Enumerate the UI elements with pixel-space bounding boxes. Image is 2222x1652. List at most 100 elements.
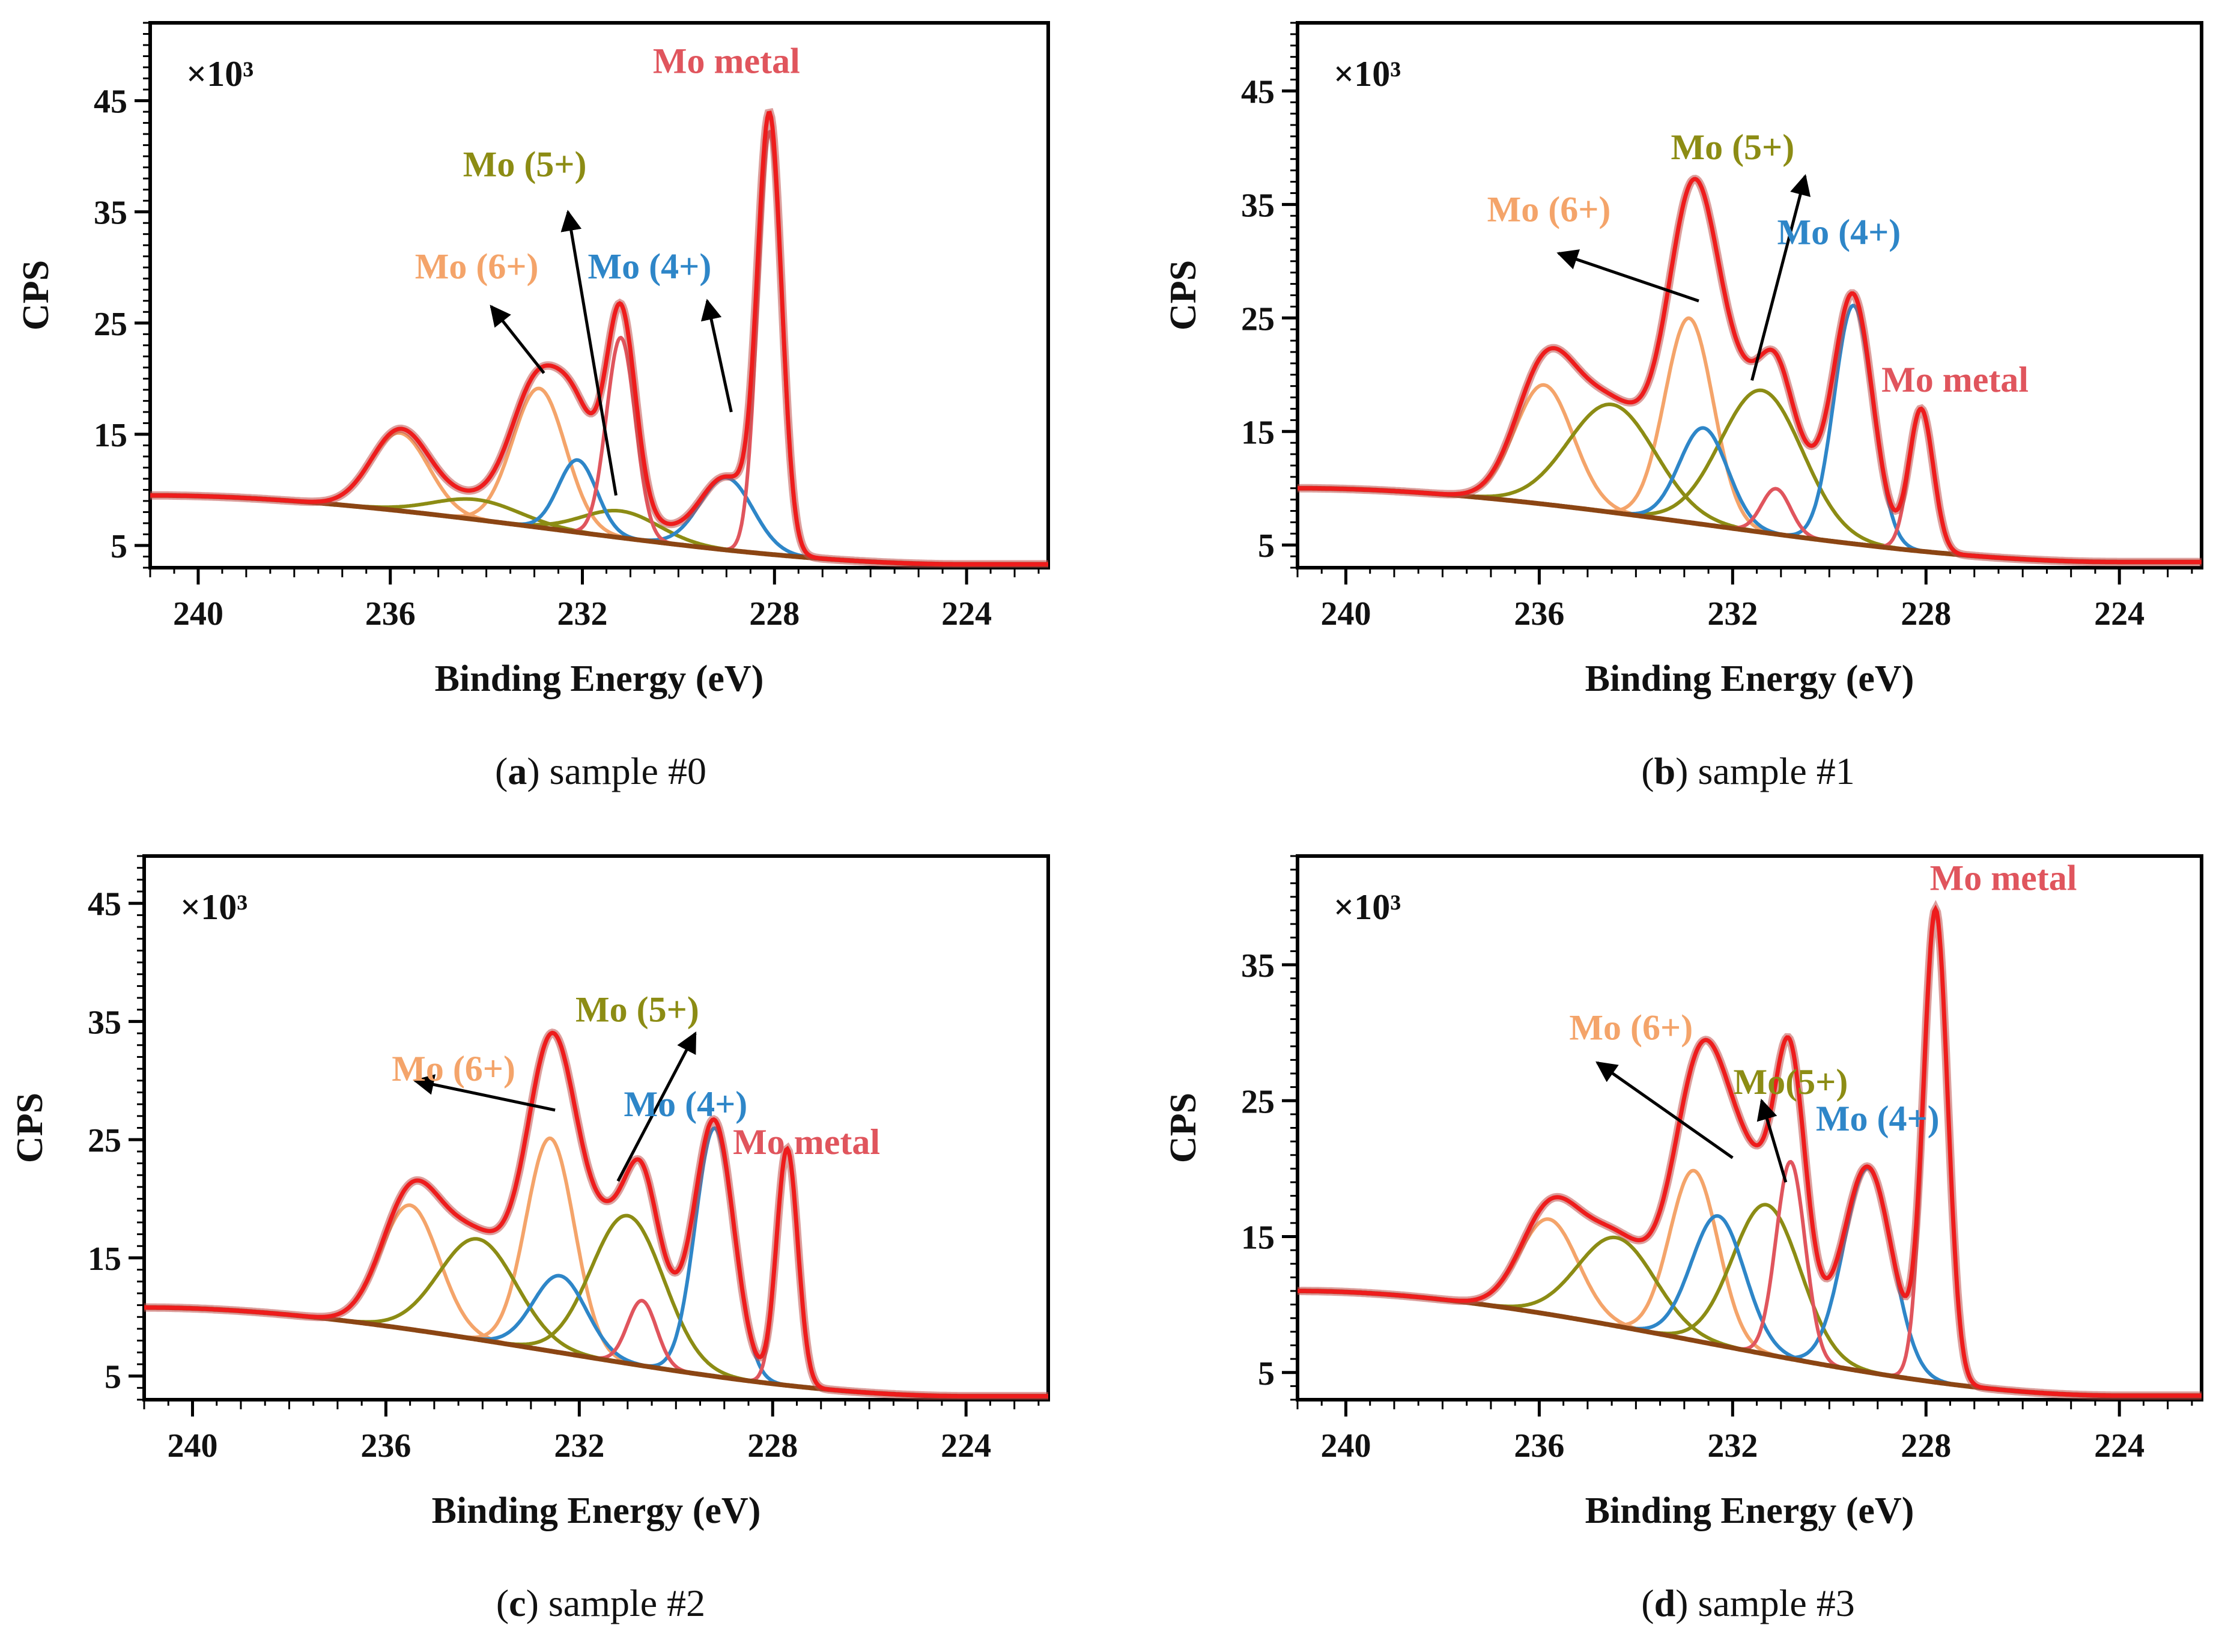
- peak-label-mo5: Mo (5+): [463, 144, 587, 184]
- peak-label-metal: Mo metal: [733, 1122, 880, 1162]
- background-curve: [1298, 485, 2202, 565]
- peak-label-mo4: Mo (4+): [1816, 1099, 1940, 1138]
- annotation-arrow: [1595, 1061, 1734, 1159]
- annotation-arrow: [1750, 174, 1811, 381]
- y-tick-label: 35: [1241, 187, 1275, 224]
- x-tick-label: 224: [941, 595, 992, 633]
- x-tick-label: 224: [2094, 1427, 2145, 1465]
- annotation-arrow: [560, 210, 618, 496]
- peak-label-mo4: Mo (4+): [624, 1084, 747, 1124]
- y-tick-label: 5: [1258, 1355, 1275, 1392]
- curves: [150, 108, 1048, 568]
- x-axis-title: Binding Energy (eV): [435, 658, 764, 699]
- component-metal-curve: [1298, 486, 2202, 564]
- x-tick-label: 240: [173, 595, 223, 633]
- x-tick-label: 232: [1707, 1427, 1758, 1465]
- panel-caption: (d) sample #3: [1641, 1582, 1855, 1624]
- x-tick-label: 236: [1514, 1427, 1564, 1465]
- raw-data-curve: [1298, 174, 2202, 566]
- x-tick-label: 232: [1707, 595, 1758, 633]
- y-tick-label: 15: [1241, 1219, 1275, 1257]
- peak-label-metal: Mo metal: [1881, 360, 2029, 399]
- y-multiplier: ×10³: [186, 54, 253, 94]
- component-mo5-curve: [144, 1213, 1048, 1398]
- x-axis-title: Binding Energy (eV): [432, 1490, 761, 1531]
- x-tick-label: 228: [1901, 595, 1951, 633]
- curves: [1298, 900, 2202, 1400]
- y-multiplier: ×10³: [1334, 887, 1401, 927]
- peak-label-metal: Mo metal: [1930, 858, 2077, 898]
- envelope-fit-curve: [144, 1030, 1048, 1398]
- plot-frame: [148, 21, 1050, 569]
- y-tick-label: 15: [1241, 414, 1275, 451]
- x-tick-label: 240: [1320, 1427, 1371, 1465]
- annotation-arrow: [1556, 249, 1699, 303]
- x-tick-label: 228: [1901, 1427, 1951, 1465]
- component-metal-curve: [150, 336, 1048, 566]
- curves: [1298, 174, 2202, 566]
- x-axis-title: Binding Energy (eV): [1585, 658, 1914, 699]
- panel-c: 240 236 232 228 224 5 15 25 35 45 Binding Energy (…: [10, 854, 1050, 1624]
- y-tick-label: 25: [1241, 300, 1275, 338]
- x-axis-title: Binding Energy (eV): [1585, 1490, 1914, 1531]
- caption-letter: a: [508, 750, 527, 792]
- peak-label-mo5: Mo (5+): [1671, 127, 1794, 167]
- peak-label-mo6: Mo (6+): [1569, 1007, 1693, 1047]
- panel-a: 240 236 232 228 224 5 15 25 35 45 Binding Energy (…: [16, 21, 1050, 792]
- background-curve: [1298, 1289, 2202, 1398]
- peak-label-mo4: Mo (4+): [588, 247, 712, 287]
- x-tick-label: 228: [749, 595, 800, 633]
- y-tick-label: 25: [1241, 1083, 1275, 1120]
- x-tick-label: 228: [747, 1427, 798, 1465]
- curves: [144, 1028, 1048, 1400]
- peak-label-metal: Mo metal: [653, 41, 800, 80]
- x-tick-label: 236: [1514, 595, 1564, 633]
- y-axis-title: CPS: [16, 260, 56, 330]
- x-tick-label: 236: [365, 595, 416, 633]
- peak-label-mo6: Mo (6+): [1487, 190, 1611, 229]
- y-tick-label: 25: [94, 306, 127, 343]
- component-mo4-curve: [150, 476, 1048, 566]
- y-axis-title: CPS: [1163, 1093, 1204, 1163]
- peak-label-mo5: Mo (5+): [575, 989, 699, 1029]
- component-metal-curve: [1298, 911, 2202, 1398]
- y-tick-label: 15: [94, 417, 127, 454]
- y-axis-title: CPS: [10, 1093, 50, 1163]
- y-tick-label: 35: [94, 195, 127, 232]
- component-mo6-curve: [1298, 1217, 2202, 1398]
- y-tick-label: 5: [1258, 527, 1275, 565]
- y-multiplier: ×10³: [1334, 54, 1401, 94]
- y-tick-label: 35: [1241, 947, 1275, 985]
- component-mo6-curve: [1298, 316, 2202, 564]
- y-tick-label: 35: [88, 1004, 121, 1041]
- plot-frame: [1296, 21, 2203, 569]
- peak-label-mo6: Mo (6+): [392, 1049, 515, 1089]
- annotation-arrow: [1756, 1098, 1788, 1183]
- y-multiplier: ×10³: [180, 887, 247, 927]
- raw-data-curve: [1298, 900, 2202, 1400]
- y-tick-label: 45: [94, 84, 127, 121]
- caption-text: sample #0: [550, 750, 706, 792]
- component-mo5-curve: [1298, 388, 2202, 564]
- component-metal-curve: [1298, 1159, 2202, 1398]
- x-tick-label: 240: [1320, 595, 1371, 633]
- component-mo4-curve: [1298, 1214, 2202, 1398]
- x-tick-label: 224: [2094, 595, 2145, 633]
- y-axis-title: CPS: [1163, 260, 1204, 330]
- envelope-fit-curve: [1298, 904, 2202, 1398]
- y-tick-label: 45: [88, 886, 121, 923]
- raw-data-curve: [144, 1028, 1048, 1400]
- peak-label-mo5: Mo(5+): [1734, 1062, 1848, 1102]
- y-tick-label: 15: [88, 1241, 121, 1278]
- component-mo5-curve: [150, 493, 1048, 566]
- panel-caption: (b) sample #1: [1641, 750, 1855, 792]
- x-tick-label: 232: [557, 595, 608, 633]
- y-tick-label: 25: [88, 1122, 121, 1159]
- x-tick-label: 224: [941, 1427, 991, 1465]
- annotation-arrow: [413, 1074, 556, 1112]
- x-tick-label: 236: [360, 1427, 411, 1465]
- caption-letter: d: [1654, 1582, 1676, 1624]
- component-metal-curve: [1298, 407, 2202, 564]
- caption-text: sample #3: [1698, 1582, 1854, 1624]
